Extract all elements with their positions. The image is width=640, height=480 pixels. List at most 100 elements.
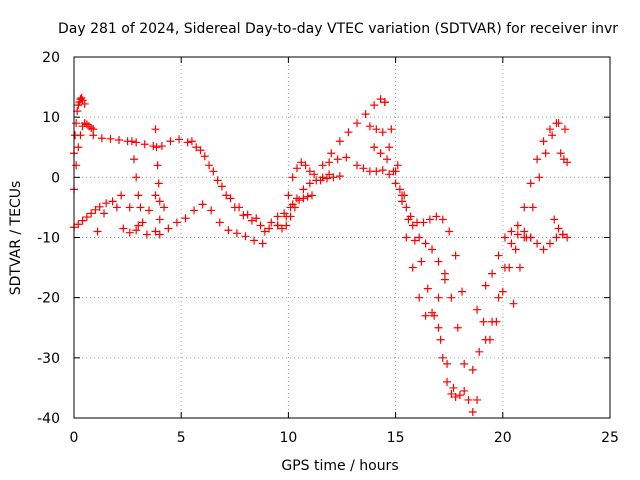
data-point-marker	[132, 226, 141, 235]
data-point-marker	[370, 143, 379, 152]
data-point-marker	[458, 287, 467, 296]
data-point-marker	[299, 185, 308, 194]
data-point-marker	[443, 359, 452, 368]
data-point-marker	[247, 216, 256, 225]
data-point-marker	[215, 218, 224, 227]
data-point-marker	[563, 233, 572, 242]
series-track-f	[112, 191, 160, 237]
data-point-marker	[243, 210, 252, 219]
series-track-e	[93, 191, 169, 239]
data-point-marker	[207, 206, 216, 215]
data-point-marker	[106, 134, 115, 143]
series-track-ab	[550, 215, 572, 242]
data-point-marker	[460, 359, 469, 368]
data-point-marker	[372, 167, 381, 176]
series-track-v	[402, 233, 449, 320]
data-point-marker	[541, 149, 550, 158]
data-point-marker	[545, 125, 554, 134]
data-point-marker	[164, 224, 173, 233]
data-point-marker	[507, 239, 516, 248]
data-point-marker	[460, 386, 469, 395]
data-point-marker	[563, 158, 572, 167]
data-point-marker	[556, 149, 565, 158]
data-point-marker	[520, 227, 529, 236]
data-point-marker	[196, 146, 205, 155]
data-point-marker	[119, 224, 128, 233]
data-point-marker	[451, 392, 460, 401]
series-track-ac	[556, 149, 572, 167]
data-point-marker	[440, 275, 449, 284]
data-point-marker	[250, 236, 259, 245]
x-tick-label: 25	[601, 430, 619, 446]
data-point-marker	[151, 125, 160, 134]
data-point-marker	[398, 191, 407, 200]
data-point-marker	[325, 170, 334, 179]
data-point-marker	[192, 143, 201, 152]
data-point-marker	[93, 227, 102, 236]
data-point-marker	[132, 138, 141, 147]
data-point-marker	[370, 101, 379, 110]
data-point-marker	[198, 200, 207, 209]
data-point-marker	[434, 323, 443, 332]
y-tick-label: -30	[37, 351, 60, 367]
x-tick-label: 20	[494, 430, 512, 446]
data-point-marker	[277, 224, 286, 233]
data-point-marker	[108, 197, 117, 206]
data-point-marker	[301, 161, 310, 170]
data-point-marker	[539, 245, 548, 254]
data-point-marker	[438, 353, 447, 362]
data-point-marker	[385, 170, 394, 179]
data-point-marker	[209, 167, 218, 176]
data-point-marker	[515, 263, 524, 272]
data-point-marker	[391, 179, 400, 188]
data-point-marker	[175, 135, 184, 144]
data-point-marker	[172, 218, 181, 227]
data-point-marker	[125, 203, 134, 212]
data-point-marker	[190, 206, 199, 215]
data-point-marker	[134, 221, 143, 230]
data-point-marker	[488, 269, 497, 278]
data-point-marker	[241, 232, 250, 241]
data-point-marker	[432, 212, 441, 221]
data-point-marker	[548, 131, 557, 140]
data-point-marker	[550, 215, 559, 224]
data-point-marker	[265, 224, 274, 233]
data-point-marker	[282, 221, 291, 230]
data-point-marker	[449, 383, 458, 392]
data-point-marker	[288, 173, 297, 182]
data-point-marker	[200, 152, 209, 161]
series-track-g	[155, 200, 267, 248]
data-point-marker	[72, 161, 81, 170]
data-point-marker	[479, 317, 488, 326]
data-point-marker	[507, 227, 516, 236]
data-point-marker	[155, 197, 164, 206]
data-point-marker	[102, 199, 111, 208]
series-track-i	[127, 137, 145, 212]
data-point-marker	[492, 317, 501, 326]
data-point-marker	[473, 395, 482, 404]
data-point-marker	[74, 220, 83, 229]
data-point-marker	[297, 158, 306, 167]
series-track-u	[434, 323, 482, 416]
data-point-marker	[327, 149, 336, 158]
series-track-p	[325, 153, 351, 167]
data-point-marker	[425, 215, 434, 224]
data-point-marker	[545, 239, 554, 248]
data-point-marker	[252, 214, 261, 223]
data-point-marker	[434, 293, 443, 302]
data-point-marker	[112, 203, 121, 212]
data-point-marker	[91, 205, 100, 214]
y-tick-label: 20	[42, 50, 60, 66]
data-point-marker	[222, 191, 231, 200]
data-point-marker	[560, 125, 569, 134]
x-tick-label: 0	[70, 430, 79, 446]
data-point-marker	[256, 221, 265, 230]
data-point-marker	[342, 153, 351, 162]
data-point-marker	[385, 143, 394, 152]
data-point-marker	[153, 161, 162, 170]
data-point-marker	[100, 209, 109, 218]
y-tick-label: 0	[51, 170, 60, 186]
data-point-marker	[533, 239, 542, 248]
data-point-marker	[511, 245, 520, 254]
